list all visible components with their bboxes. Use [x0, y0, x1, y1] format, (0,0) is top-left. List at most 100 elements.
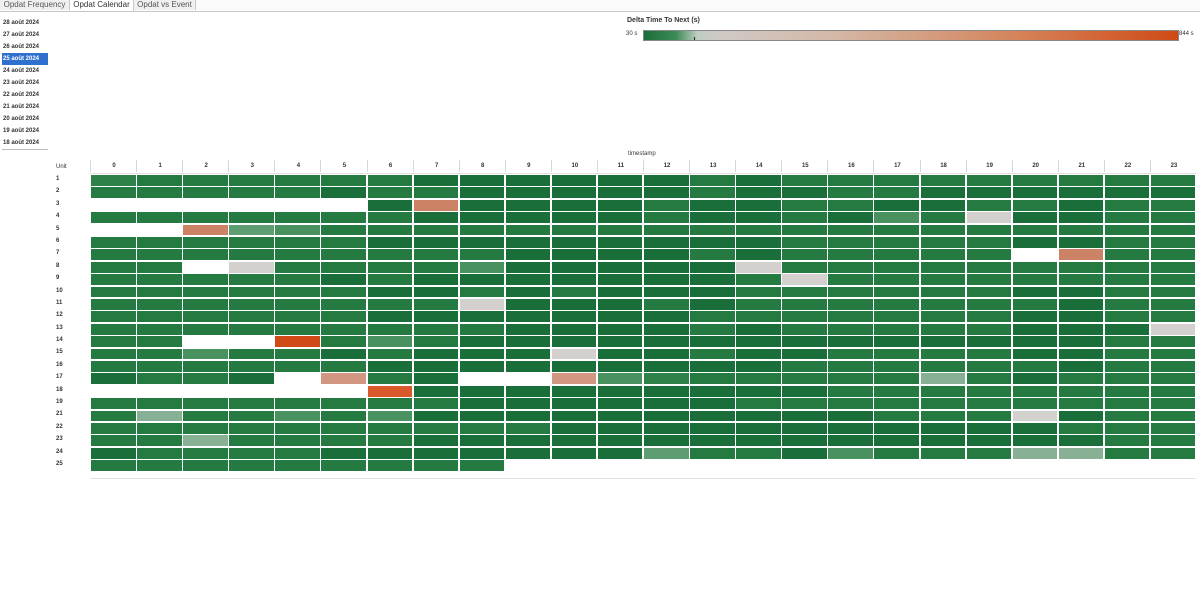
heatmap-cell[interactable]: [182, 298, 229, 311]
heatmap-cell[interactable]: [1149, 434, 1197, 448]
heatmap-cell[interactable]: [550, 186, 598, 200]
heatmap-cell[interactable]: [274, 298, 321, 311]
heatmap-cell[interactable]: [366, 198, 414, 212]
heatmap-cell[interactable]: [596, 384, 644, 398]
heatmap-cell[interactable]: [136, 459, 183, 473]
date-item[interactable]: 26 août 2024: [3, 44, 40, 50]
heatmap-cell[interactable]: [274, 248, 321, 262]
heatmap-cell[interactable]: [412, 384, 460, 398]
heatmap-cell[interactable]: [274, 186, 321, 200]
heatmap-cell[interactable]: [136, 310, 183, 324]
heatmap-cell[interactable]: [320, 298, 367, 311]
heatmap-cell[interactable]: [781, 335, 828, 349]
heatmap-cell[interactable]: [458, 310, 506, 324]
heatmap-cell[interactable]: [643, 347, 690, 361]
heatmap-cell[interactable]: [643, 446, 690, 460]
heatmap-cell[interactable]: [735, 260, 782, 274]
heatmap-cell[interactable]: [458, 322, 506, 336]
heatmap-cell[interactable]: [781, 397, 828, 411]
heatmap-cell[interactable]: [919, 322, 967, 336]
heatmap-cell[interactable]: [873, 347, 920, 361]
heatmap-cell[interactable]: [596, 434, 644, 448]
heatmap-cell[interactable]: [1149, 397, 1197, 411]
heatmap-cell[interactable]: [1103, 298, 1151, 311]
heatmap-cell[interactable]: [873, 273, 920, 287]
heatmap-cell[interactable]: [366, 285, 414, 299]
heatmap-cell[interactable]: [689, 372, 736, 386]
heatmap-cell[interactable]: [550, 298, 598, 311]
heatmap-cell[interactable]: [90, 446, 137, 460]
heatmap-cell[interactable]: [965, 384, 1013, 398]
heatmap-cell[interactable]: [1103, 273, 1151, 287]
heatmap-cell[interactable]: [412, 273, 460, 287]
heatmap-cell[interactable]: [781, 285, 828, 299]
heatmap-cell[interactable]: [827, 186, 874, 200]
heatmap-cell[interactable]: [873, 384, 920, 398]
heatmap-cell[interactable]: [596, 211, 644, 225]
heatmap-cell[interactable]: [90, 459, 137, 473]
heatmap-cell[interactable]: [550, 285, 598, 299]
heatmap-cell[interactable]: [320, 372, 367, 386]
heatmap-cell[interactable]: [965, 236, 1013, 249]
heatmap-cell[interactable]: [182, 360, 229, 373]
heatmap-cell[interactable]: [1057, 335, 1105, 349]
heatmap-cell[interactable]: [182, 434, 229, 448]
heatmap-cell[interactable]: [458, 236, 506, 249]
heatmap-cell[interactable]: [965, 446, 1013, 460]
heatmap-cell[interactable]: [643, 260, 690, 274]
color-scale-bar[interactable]: [643, 30, 1179, 41]
heatmap-cell[interactable]: [366, 335, 414, 349]
heatmap-cell[interactable]: [274, 422, 321, 435]
heatmap-cell[interactable]: [735, 236, 782, 249]
heatmap-cell[interactable]: [689, 347, 736, 361]
heatmap-cell[interactable]: [90, 174, 137, 187]
heatmap-cell[interactable]: [781, 347, 828, 361]
heatmap-cell[interactable]: [1011, 446, 1059, 460]
heatmap-cell[interactable]: [182, 397, 229, 411]
heatmap-cell[interactable]: [228, 285, 275, 299]
heatmap-cell[interactable]: [919, 310, 967, 324]
heatmap-cell[interactable]: [827, 384, 874, 398]
date-item[interactable]: 20 août 2024: [3, 116, 40, 122]
heatmap-cell[interactable]: [919, 446, 967, 460]
heatmap-cell[interactable]: [90, 335, 137, 349]
heatmap-cell[interactable]: [1011, 285, 1059, 299]
heatmap-cell[interactable]: [182, 285, 229, 299]
heatmap-cell[interactable]: [182, 459, 229, 473]
heatmap-cell[interactable]: [781, 273, 828, 287]
heatmap-cell[interactable]: [781, 211, 828, 225]
heatmap-cell[interactable]: [182, 409, 229, 423]
heatmap-cell[interactable]: [550, 409, 598, 423]
heatmap-cell[interactable]: [735, 211, 782, 225]
heatmap-cell[interactable]: [182, 211, 229, 225]
heatmap-cell[interactable]: [643, 211, 690, 225]
heatmap-cell[interactable]: [550, 174, 598, 187]
heatmap-cell[interactable]: [1011, 310, 1059, 324]
heatmap-cell[interactable]: [182, 248, 229, 262]
tab-opdat-vs-event[interactable]: Opdat vs Event: [134, 0, 196, 10]
heatmap-cell[interactable]: [689, 236, 736, 249]
heatmap-cell[interactable]: [412, 409, 460, 423]
heatmap-cell[interactable]: [735, 273, 782, 287]
heatmap-cell[interactable]: [136, 174, 183, 187]
heatmap-cell[interactable]: [412, 248, 460, 262]
heatmap-cell[interactable]: [412, 236, 460, 249]
heatmap-cell[interactable]: [1103, 322, 1151, 336]
heatmap-cell[interactable]: [689, 223, 736, 237]
heatmap-cell[interactable]: [596, 409, 644, 423]
heatmap-cell[interactable]: [458, 434, 506, 448]
heatmap-cell[interactable]: [735, 372, 782, 386]
heatmap-cell[interactable]: [1057, 260, 1105, 274]
heatmap-cell[interactable]: [689, 409, 736, 423]
heatmap-cell[interactable]: [274, 409, 321, 423]
date-item[interactable]: 22 août 2024: [3, 92, 40, 98]
heatmap-cell[interactable]: [550, 397, 598, 411]
heatmap-cell[interactable]: [643, 298, 690, 311]
heatmap-cell[interactable]: [1011, 248, 1059, 262]
heatmap-cell[interactable]: [320, 322, 367, 336]
heatmap-cell[interactable]: [596, 310, 644, 324]
heatmap-cell[interactable]: [458, 248, 506, 262]
heatmap-cell[interactable]: [550, 223, 598, 237]
heatmap-cell[interactable]: [1149, 198, 1197, 212]
heatmap-cell[interactable]: [228, 174, 275, 187]
